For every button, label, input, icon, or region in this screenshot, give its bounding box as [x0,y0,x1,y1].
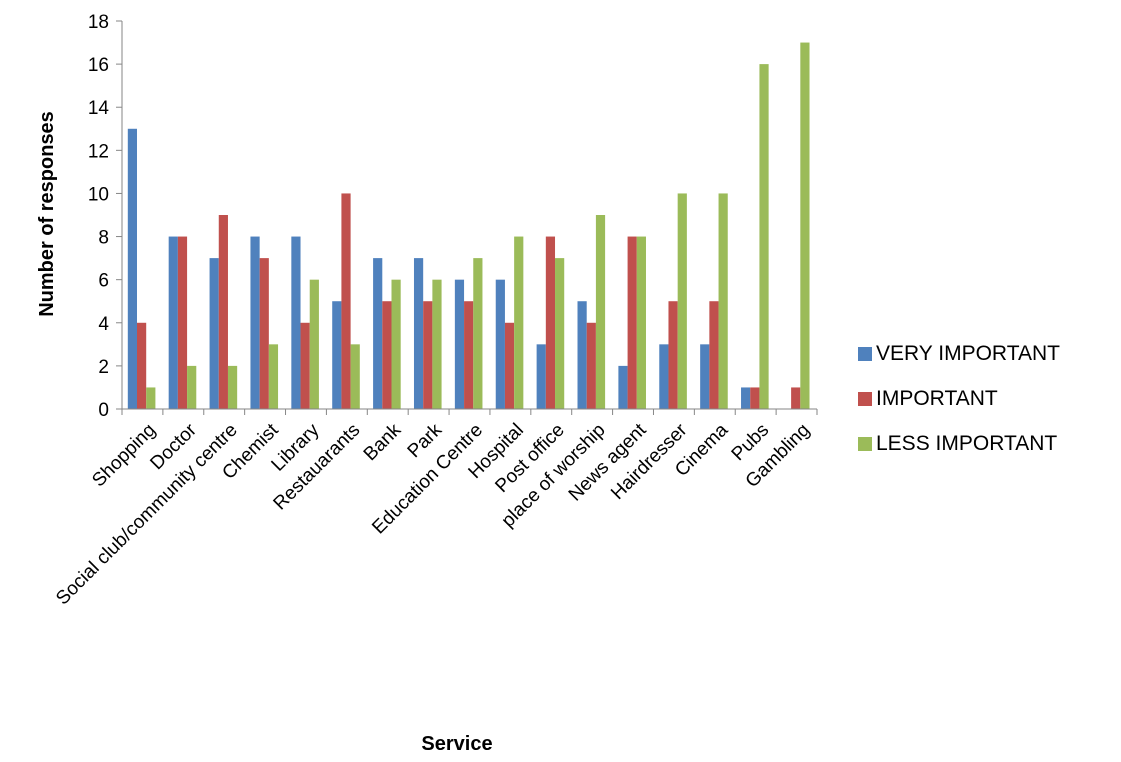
bar-very-important [495,279,505,409]
legend-label: VERY IMPORTANT [876,341,1060,365]
legend-swatch-important [858,391,872,406]
x-axis-title: Service [421,733,492,755]
legend-item-very-important: VERY IMPORTANT [858,331,1060,376]
bar-less-important [268,344,279,409]
bar-important [259,258,269,409]
bar-very-important [127,128,137,409]
bar-very-important [536,344,546,409]
y-axis-title: Number of responses [36,111,58,317]
bar-important [709,301,719,409]
y-tick-label: 4 [98,314,109,335]
y-tick-label: 16 [88,55,109,76]
x-tick-label: Bank [360,419,406,465]
y-tick-label: 8 [98,228,109,249]
bar-important [668,301,678,409]
bar-very-important [209,258,219,409]
bar-very-important [168,236,178,409]
legend-item-less-important: LESS IMPORTANT [858,421,1060,466]
bar-less-important [514,236,524,409]
legend: VERY IMPORTANT IMPORTANT LESS IMPORTANT [858,331,1060,466]
bar-very-important [413,258,424,409]
bar-important [504,322,515,409]
bars-group [127,42,810,410]
bar-less-important [555,258,565,409]
legend-item-important: IMPORTANT [858,376,1060,421]
y-tick-label: 18 [88,12,109,33]
bar-important [423,301,433,409]
y-tick-label: 6 [98,271,109,292]
y-tick-label: 0 [98,400,109,421]
bar-very-important [454,279,465,409]
bar-important [586,322,596,409]
bar-important [137,322,147,409]
bar-very-important [373,258,383,409]
y-axis-ticks: 0 2 4 6 8 10 12 14 16 18 [88,12,122,421]
bar-less-important [677,193,687,409]
bar-less-important [718,193,728,409]
legend-label: IMPORTANT [876,386,998,410]
y-tick-label: 12 [88,141,109,162]
bar-less-important [595,215,606,409]
bar-very-important [618,365,628,409]
bar-less-important [473,258,483,409]
bar-very-important [332,301,342,409]
bar-less-important [636,236,646,409]
bar-less-important [146,387,156,409]
bar-very-important [250,236,260,409]
bar-important [627,236,637,409]
bar-important [464,301,474,409]
bar-important [218,215,228,409]
bar-less-important [759,64,769,409]
legend-label: LESS IMPORTANT [876,431,1058,455]
bar-less-important [227,365,238,409]
bar-very-important [700,344,710,409]
bar-less-important [432,279,442,409]
bar-important [545,236,556,409]
bar-important [341,193,351,409]
bar-very-important [291,236,301,409]
bar-important [382,301,392,409]
legend-swatch-less-important [858,436,872,451]
x-tick-label: Social club/community centre [52,420,242,610]
bar-important [177,236,188,409]
bar-important [791,387,801,409]
bar-less-important [309,279,319,409]
bar-very-important [577,301,587,409]
bar-less-important [187,365,197,409]
y-tick-label: 14 [88,98,110,119]
bar-important [300,322,310,409]
bar-very-important [659,344,669,409]
legend-swatch-very-important [858,346,872,361]
y-tick-label: 2 [98,357,109,378]
y-tick-label: 10 [88,184,109,205]
bar-very-important [741,387,751,409]
bar-important [750,387,760,409]
bar-less-important [800,42,810,410]
bar-less-important [350,344,360,409]
bar-less-important [391,279,401,409]
